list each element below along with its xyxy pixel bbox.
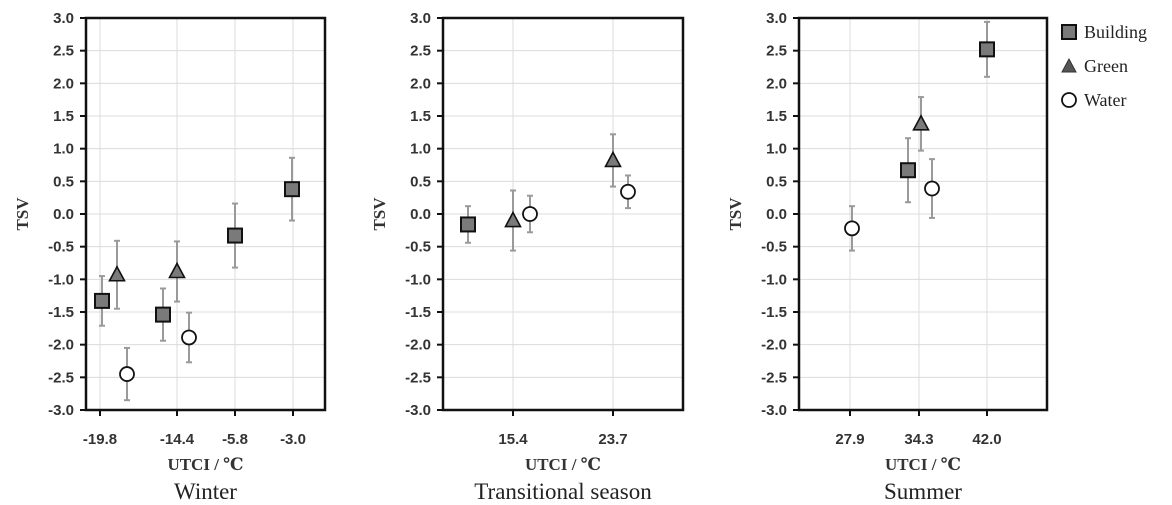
chart-panel-1: 3.0 2.5 2.0 1.5 1.0 0.5 0.0 -0.5 -1.0 -1.5 -2.0 -2.… (13, 10, 327, 504)
y-axis-label: TSV (370, 197, 389, 231)
y-tick-label: 0.0 (53, 206, 74, 223)
x-tick-label: -3.0 (280, 431, 306, 448)
y-tick-label: 1.0 (410, 141, 431, 158)
water-point (522, 206, 538, 222)
building-point (460, 216, 476, 233)
panels: 3.0 2.5 2.0 1.5 1.0 0.5 0.0 -0.5 -1.0 -1.5 -2.0 -2.… (13, 10, 1049, 504)
water-point (924, 180, 940, 197)
legend-building-label: Building (1084, 22, 1147, 42)
legend: Building Green Water (1061, 22, 1147, 110)
y-tick-label: 2.5 (766, 43, 787, 60)
building-point (227, 227, 243, 244)
y-tick-label: -2.0 (48, 337, 74, 354)
x-tick-label: 23.7 (598, 431, 627, 448)
water-point (119, 366, 135, 382)
x-tick-label: 42.0 (972, 431, 1001, 448)
panel-title: Transitional season (474, 479, 652, 504)
y-tick-label: -2.0 (761, 337, 787, 354)
plot-frame (84, 16, 327, 412)
legend-green-marker (1061, 57, 1077, 73)
y-tick-label: 1.5 (53, 108, 74, 125)
y-tick-label: 0.5 (410, 173, 431, 190)
y-tick-label: 0.5 (766, 173, 787, 190)
y-tick-label: 3.0 (766, 10, 787, 27)
water-point (181, 329, 197, 346)
x-tick-label: -14.4 (160, 431, 195, 448)
y-tick-label: 0.0 (766, 206, 787, 223)
x-tick-label: 15.4 (498, 431, 528, 448)
y-tick-label: 2.0 (53, 75, 74, 92)
building-point (155, 306, 171, 323)
building-point (979, 41, 995, 58)
x-axis-label: UTCI / ℃ (885, 455, 961, 474)
y-tick-label: -2.5 (48, 369, 74, 386)
x-axis-label: UTCI / ℃ (167, 455, 243, 474)
building-point (284, 181, 300, 198)
y-tick-label: -3.0 (761, 402, 787, 419)
x-tick-label: -19.8 (83, 431, 117, 448)
y-tick-label: 0.5 (53, 173, 74, 190)
water-point (844, 220, 860, 237)
y-tick-label: 2.5 (53, 43, 74, 60)
plot-frame (441, 16, 685, 412)
y-axis-label: TSV (726, 197, 745, 231)
y-tick-label: -0.5 (48, 239, 74, 256)
y-tick-label: 3.0 (410, 10, 431, 27)
y-tick-label: -0.5 (761, 239, 787, 256)
chart-panel-3: 3.0 2.5 2.0 1.5 1.0 0.5 0.0 -0.5 -1.0 -1.5 -2.0 -2.… (726, 10, 1049, 504)
legend-water-marker (1061, 92, 1077, 108)
green-point (168, 261, 186, 279)
building-point (900, 162, 916, 179)
water-point (620, 183, 636, 200)
y-tick-label: -1.5 (405, 304, 431, 321)
y-tick-label: 2.5 (410, 43, 431, 60)
y-tick-label: -3.0 (405, 402, 431, 419)
y-tick-label: -2.5 (405, 369, 431, 386)
green-point (108, 265, 126, 282)
y-tick-label: 3.0 (53, 10, 74, 27)
x-axis-label: UTCI / ℃ (525, 455, 601, 474)
green-point (912, 114, 930, 131)
green-point (504, 210, 522, 228)
y-axis-label: TSV (13, 197, 32, 231)
panel-title: Winter (174, 479, 237, 504)
y-tick-label: -1.5 (761, 304, 787, 321)
y-tick-label: 1.5 (410, 108, 431, 125)
building-point (94, 292, 110, 309)
plot-frame (797, 16, 1049, 412)
y-tick-label: -2.0 (405, 337, 431, 354)
panel-title: Summer (884, 479, 962, 504)
green-point (604, 150, 622, 168)
legend-water-label: Water (1084, 90, 1127, 110)
y-tick-label: 1.5 (766, 108, 787, 125)
x-tick-label: 34.3 (904, 431, 933, 448)
y-tick-label: 1.0 (53, 141, 74, 158)
y-tick-label: 0.0 (410, 206, 431, 223)
x-tick-label: 27.9 (835, 431, 864, 448)
chart-panel-2: 3.0 2.5 2.0 1.5 1.0 0.5 0.0 -0.5 -1.0 -1.5 -2.0 -2.… (370, 10, 685, 504)
y-tick-label: -0.5 (405, 239, 431, 256)
y-tick-label: -1.0 (48, 271, 74, 288)
x-tick-label: -5.8 (222, 431, 248, 448)
y-tick-label: 1.0 (766, 141, 787, 158)
y-tick-label: -1.0 (761, 271, 787, 288)
y-tick-label: 2.0 (410, 75, 431, 92)
legend-building-marker (1061, 24, 1077, 40)
y-tick-label: -2.5 (761, 369, 787, 386)
y-tick-label: -3.0 (48, 402, 74, 419)
y-tick-label: 2.0 (766, 75, 787, 92)
legend-green-label: Green (1084, 56, 1128, 76)
y-tick-label: -1.0 (405, 271, 431, 288)
y-tick-label: -1.5 (48, 304, 74, 321)
